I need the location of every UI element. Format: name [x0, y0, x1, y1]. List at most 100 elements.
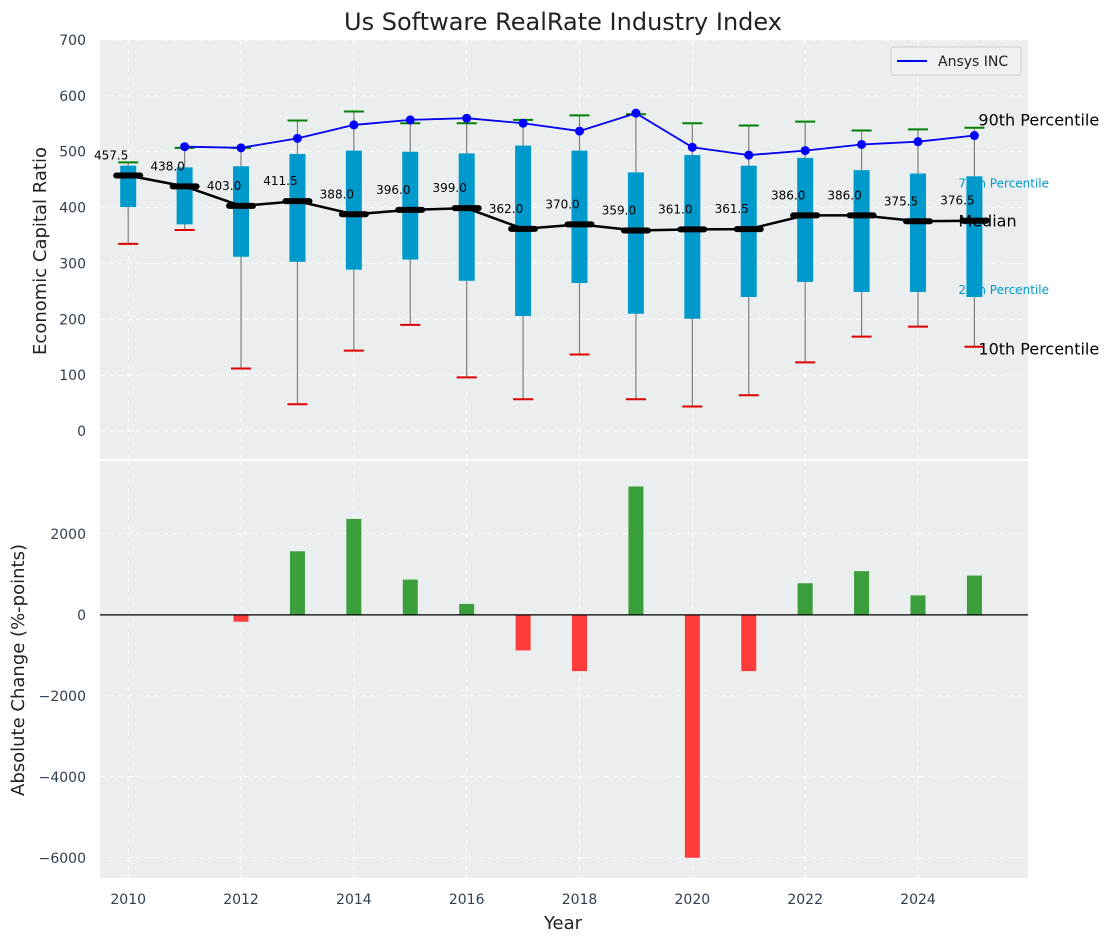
iqr-box-2013	[289, 153, 306, 262]
company-series	[180, 108, 979, 160]
company-point-2014	[349, 120, 359, 130]
change-bar-2022	[797, 583, 813, 615]
iqr-box-2015	[402, 151, 419, 260]
legend-label: Ansys INC	[938, 54, 1008, 70]
median-value-label-2013: 411.5	[263, 174, 297, 188]
median-value-label-2011: 438.0	[150, 159, 184, 173]
median-value-label-2014: 388.0	[320, 187, 354, 201]
median-value-label-2012: 403.0	[207, 179, 241, 193]
top-y-tick-label: 0	[77, 424, 86, 440]
change-bar-2013	[289, 551, 305, 615]
x-tick-label: 2016	[449, 892, 485, 908]
iqr-box-2022	[797, 157, 814, 282]
median-value-label-2017: 362.0	[489, 202, 523, 216]
x-tick-label: 2018	[562, 892, 598, 908]
company-point-2011	[180, 142, 190, 152]
change-bar-2018	[572, 614, 588, 672]
change-bar-2020	[684, 614, 700, 858]
median-value-label-2023: 386.0	[827, 188, 861, 202]
company-point-2013	[292, 133, 302, 143]
company-point-2021	[744, 150, 754, 160]
iqr-box-2014	[345, 150, 362, 270]
company-point-2025	[969, 131, 979, 141]
company-point-2016	[462, 113, 472, 123]
company-point-2017	[518, 118, 528, 128]
median-value-label-2022: 386.0	[771, 188, 805, 202]
change-bars	[100, 486, 1028, 858]
x-axis-label: Year	[543, 913, 583, 934]
median-annotation: Median	[958, 212, 1016, 231]
legend-box	[890, 46, 1022, 76]
change-bar-2025	[966, 575, 982, 615]
x-tick-label: 2020	[675, 892, 711, 908]
iqr-box-2016	[458, 153, 475, 281]
company-point-2020	[687, 142, 697, 152]
top-y-tick-label: 300	[59, 256, 86, 272]
x-tick-label: 2014	[336, 892, 372, 908]
iqr-box-2018	[571, 150, 588, 284]
iqr-box-2019	[627, 172, 644, 314]
change-bar-2015	[402, 579, 418, 615]
top-y-tick-label: 500	[59, 145, 86, 161]
company-point-2024	[913, 137, 923, 147]
iqr-box-2020	[684, 155, 701, 319]
bottom-y-tick-label: −4000	[39, 770, 86, 786]
company-point-2019	[631, 108, 641, 118]
bottom-y-tick-label: −6000	[39, 851, 86, 867]
median-value-label-2018: 370.0	[545, 197, 579, 211]
top-y-tick-label: 600	[59, 89, 86, 105]
top-y-axis-label: Economic Capital Ratio	[30, 147, 51, 355]
boxplot-group	[118, 110, 985, 408]
bottom-y-tick-label: 2000	[50, 527, 86, 543]
iqr-box-2023	[853, 170, 870, 292]
p25-annotation: 25th Percentile	[958, 283, 1049, 297]
median-value-label-2025: 376.5	[940, 194, 974, 208]
top-y-tick-label: 700	[59, 33, 86, 49]
percentile-annotations: 90th Percentile 75th Percentile Median 25th…	[958, 111, 1099, 359]
p90-annotation: 90th Percentile	[978, 111, 1099, 130]
change-bar-2021	[741, 614, 757, 672]
median-value-label-2020: 361.0	[658, 202, 692, 216]
change-bar-2012	[233, 614, 249, 622]
p10-annotation: 10th Percentile	[978, 340, 1099, 359]
median-series: 457.5 438.0 403.0 411.5 388.0 396.0 399.0 362.0…	[94, 148, 990, 234]
median-value-label-2024: 375.5	[884, 194, 918, 208]
iqr-box-2010	[120, 165, 137, 208]
axis-ticks: 0 100 200 300 400 500 600 700 2000 0 −2000 −4000 −60…	[39, 33, 936, 908]
bottom-y-tick-label: −2000	[39, 689, 86, 705]
change-bar-2016	[459, 603, 475, 615]
iqr-box-2011	[176, 167, 193, 225]
bottom-y-tick-label: 0	[77, 608, 86, 624]
x-tick-label: 2022	[787, 892, 823, 908]
top-y-tick-label: 100	[59, 368, 86, 384]
bottom-panel-background	[100, 461, 1028, 878]
median-value-label-2010: 457.5	[94, 148, 128, 162]
median-value-label-2019: 359.0	[602, 204, 636, 218]
change-bar-2019	[628, 486, 644, 615]
bottom-y-axis-label: Absolute Change (%-points)	[8, 544, 29, 796]
iqr-box-2025	[966, 176, 983, 297]
change-bar-2014	[346, 518, 362, 615]
company-point-2015	[405, 115, 415, 125]
top-panel-background	[100, 40, 1028, 459]
company-point-2018	[575, 126, 585, 136]
chart-title: Us Software RealRate Industry Index	[344, 8, 782, 36]
company-point-2023	[857, 139, 867, 149]
change-bar-2024	[910, 595, 926, 615]
median-value-label-2021: 361.5	[715, 202, 749, 216]
top-y-tick-label: 200	[59, 312, 86, 328]
median-line	[127, 174, 975, 232]
x-tick-label: 2012	[223, 892, 259, 908]
legend: Ansys INC	[890, 46, 1022, 76]
median-value-label-2015: 396.0	[376, 183, 410, 197]
company-point-2022	[800, 146, 810, 156]
top-y-tick-label: 400	[59, 201, 86, 217]
median-value-label-2016: 399.0	[433, 181, 467, 195]
p75-annotation: 75th Percentile	[958, 176, 1049, 190]
x-tick-label: 2024	[900, 892, 936, 908]
change-bar-2017	[515, 614, 531, 651]
iqr-box-2012	[233, 166, 250, 257]
change-bar-2023	[854, 571, 870, 615]
